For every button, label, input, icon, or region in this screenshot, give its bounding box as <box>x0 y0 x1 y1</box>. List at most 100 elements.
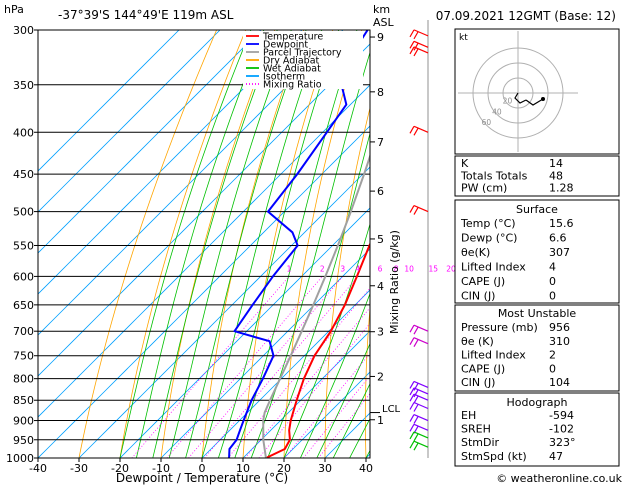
wind-barb-flag <box>409 402 415 410</box>
pressure-tick-label: 450 <box>13 168 34 181</box>
index-label: Totals Totals <box>460 169 528 182</box>
pressure-tick-label: 600 <box>13 270 34 283</box>
mixing-ratio-tick-label: 1 <box>287 264 292 273</box>
pressure-tick-label: 750 <box>13 350 34 363</box>
hodograph-ring-label: 60 <box>482 118 492 127</box>
legend-label: Dry Adiabat <box>263 56 320 67</box>
pressure-tick-label: 700 <box>13 325 34 338</box>
wind-barb-flag <box>409 423 415 432</box>
surface-box <box>454 199 620 304</box>
surface-label: CIN (J) <box>461 290 495 303</box>
wind-barb-shaft <box>413 40 429 48</box>
pressure-tick-label: 400 <box>13 126 34 139</box>
temp-tick-label: 0 <box>199 462 206 475</box>
isotherm-line <box>38 84 370 418</box>
temp-tick-label: -10 <box>152 462 170 475</box>
dry-adiabat-line <box>119 30 247 458</box>
hodograph-stats-value: 323° <box>549 436 576 449</box>
indices-box <box>454 155 620 197</box>
hodograph-trace <box>514 92 527 104</box>
most-unstable-label: Lifted Index <box>461 349 526 362</box>
height-tick-label: 8 <box>377 86 384 99</box>
hodograph-stats-label: SREH <box>461 423 491 436</box>
surface-value: 0 <box>549 290 556 303</box>
isotherm-line <box>38 30 262 254</box>
height-tick-label: 9 <box>377 31 384 44</box>
wet-adiabat-line <box>283 222 370 458</box>
wet-adiabat-line <box>201 30 323 458</box>
hodograph-stats-value: 47 <box>549 450 563 463</box>
wind-barb-shaft <box>413 324 429 332</box>
wind-barb-shaft <box>413 431 429 439</box>
height-tick-label: 5 <box>377 233 384 246</box>
isotherm-line <box>38 30 180 172</box>
chart-series <box>228 30 370 458</box>
pressure-tick-label: 550 <box>13 239 34 252</box>
wind-barbs <box>409 20 429 458</box>
surface-value: 4 <box>549 261 556 274</box>
wind-barb-flag <box>409 205 415 213</box>
isotherm-line <box>38 125 370 458</box>
legend-label: Temperature <box>262 32 323 43</box>
most-unstable-title: Most Unstable <box>498 307 577 320</box>
surface-label: θe(K) <box>461 246 490 259</box>
credit-text: © weatheronline.co.uk <box>496 472 622 485</box>
wind-barb-flag <box>409 440 415 449</box>
temp-tick-label: 40 <box>359 462 373 475</box>
wind-barb-shaft <box>413 387 429 395</box>
wind-barb-flag <box>409 431 415 440</box>
wind-barb-shaft <box>413 423 429 431</box>
series-line-temperature <box>265 242 370 458</box>
most-unstable-label: Pressure (mb) <box>461 321 538 334</box>
index-value: 48 <box>549 169 563 182</box>
legend-label: Isotherm <box>263 72 305 83</box>
most-unstable-label: θe (K) <box>461 335 494 348</box>
wind-barb-flag <box>413 433 419 442</box>
hodograph-stats-label: StmSpd (kt) <box>461 450 527 463</box>
wind-barb-flag <box>413 442 419 451</box>
mixing-ratio-tick-label: 2 <box>320 264 325 273</box>
wind-barb-flag <box>409 125 415 134</box>
height-tick-label: 2 <box>377 370 384 383</box>
wind-barb-flag <box>409 393 415 402</box>
mixing-ratio-tick-label: 3 <box>340 264 345 273</box>
mixing-ratio-tick-label: 15 <box>429 264 439 273</box>
stats-table: K 14 Totals Totals 48 PW (cm) 1.28 SurfaceTemp… <box>454 155 620 467</box>
wind-barb-shaft <box>413 413 429 422</box>
wet-adiabat-line <box>332 382 370 458</box>
series-line-dewpoint <box>228 30 369 458</box>
wind-barb-shaft <box>413 401 429 410</box>
wind-barb-shaft <box>413 205 429 213</box>
wet-adiabat-line <box>152 30 278 458</box>
location-label: -37°39'S 144°49'E 119m ASL <box>58 8 234 22</box>
wet-adiabat-line <box>250 51 370 458</box>
height-tick-label: 3 <box>377 326 384 339</box>
surface-label: Temp (°C) <box>460 217 516 230</box>
wind-barb-flag <box>413 416 419 424</box>
isotherm-line <box>242 330 370 458</box>
legend-label: Parcel Trajectory <box>263 48 342 59</box>
temp-tick-label: -20 <box>111 462 129 475</box>
wind-barb-flag <box>413 127 419 136</box>
wind-barb-flag <box>413 207 419 215</box>
wind-barb-shaft <box>413 29 429 37</box>
legend-label: Mixing Ratio <box>263 80 322 91</box>
wind-barb-shaft <box>413 393 429 401</box>
mixing-ratio-line <box>188 276 344 458</box>
temp-tick-label: 10 <box>236 462 250 475</box>
hodograph-ring-label: 20 <box>503 97 513 106</box>
wind-barb-shaft <box>413 337 429 345</box>
mixing-ratio-tick-label: 6 <box>378 264 383 273</box>
wind-barb-flag <box>409 337 415 345</box>
pressure-tick-label: 500 <box>13 206 34 219</box>
index-value: 1.28 <box>549 182 574 195</box>
legend-label: Wet Adiabat <box>263 64 321 75</box>
isotherm-line <box>38 30 303 295</box>
isotherm-line <box>283 371 370 458</box>
pressure-tick-label: 350 <box>13 79 34 92</box>
most-unstable-value: 104 <box>549 376 570 389</box>
height-tick-label: 6 <box>377 185 384 198</box>
